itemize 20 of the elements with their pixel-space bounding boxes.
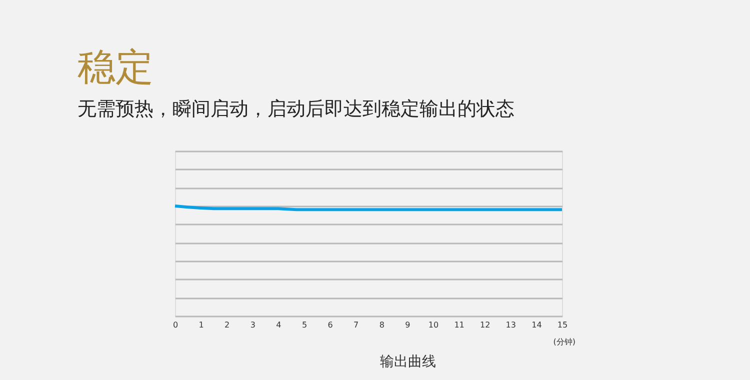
x-tick-label: 6 (328, 320, 333, 330)
x-tick-label: 7 (354, 320, 359, 330)
x-tick-label: 3 (250, 320, 256, 330)
x-tick-label: 8 (379, 320, 384, 330)
x-tick-label: 10 (428, 320, 439, 330)
x-tick-label: 4 (276, 320, 282, 330)
x-tick-label: 14 (532, 320, 542, 330)
x-axis-title: (分钟) (553, 338, 576, 346)
x-tick-label: 1 (198, 320, 204, 330)
x-tick-label: 11 (454, 320, 464, 330)
x-tick-label: 9 (405, 320, 410, 330)
chart-title: 稳定 (77, 45, 154, 89)
chart-subtitle: 无需预热，瞬间启动，启动后即达到稳定输出的状态 (77, 98, 514, 120)
x-tick-label: 0 (172, 320, 178, 330)
x-tick-label: 5 (302, 320, 308, 330)
x-tick-label: 12 (480, 320, 490, 330)
text: 输出曲线 (380, 354, 436, 370)
x-tick-label: 2 (224, 320, 230, 330)
x-tick-label: 13 (506, 320, 516, 330)
x-tick-label: 15 (557, 320, 568, 330)
